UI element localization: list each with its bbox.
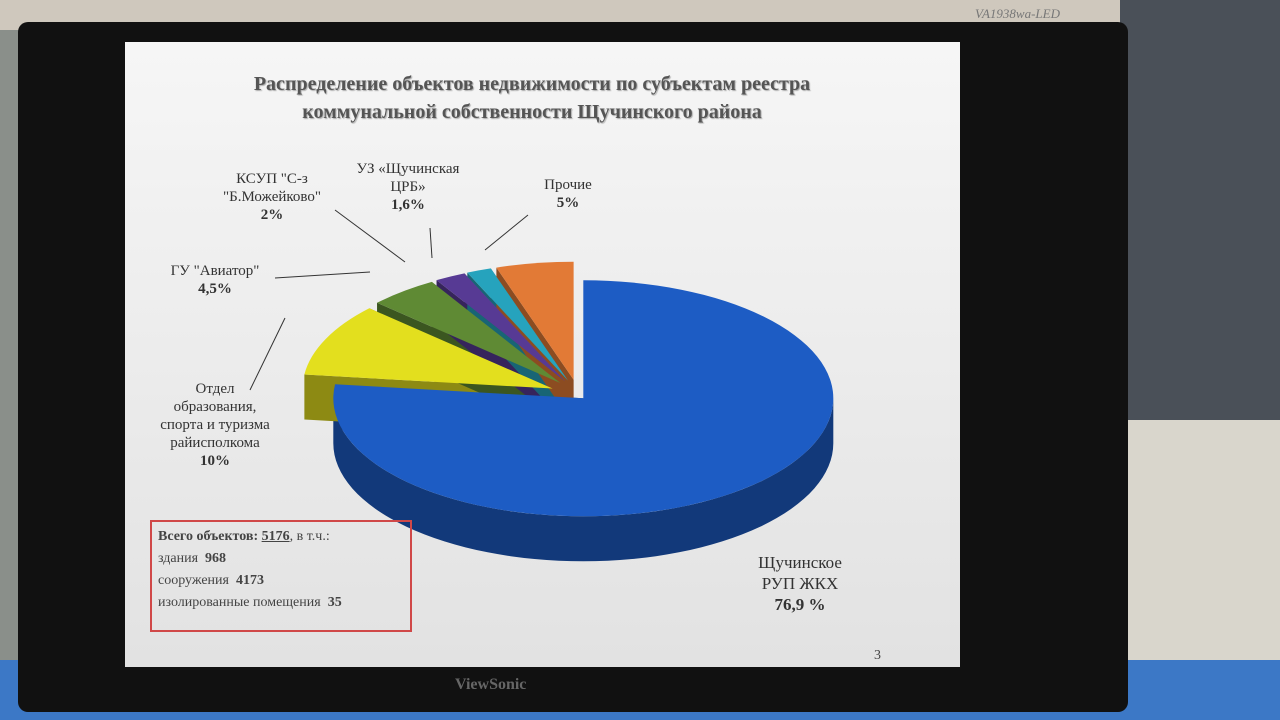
slice-label: Щучинское РУП ЖКХ 76,9 % <box>758 552 842 615</box>
chart-title: Распределение объектов недвижимости по с… <box>253 73 811 123</box>
slice-name: КСУП "С-з "Б.Можейково" <box>222 171 322 205</box>
summary-item-label: здания <box>158 551 199 566</box>
slice-value-label: 2% <box>260 207 284 223</box>
summary-total-suffix: , в т.ч.: <box>289 529 330 544</box>
slice-name: Отдел образования, спорта и туризма райи… <box>160 381 270 451</box>
summary-item-value: 4173 <box>235 573 264 588</box>
leader-line <box>429 227 433 259</box>
leader-line <box>249 317 286 391</box>
leader-line <box>334 209 406 263</box>
summary-box: Всего объектов: 5176, в т.ч.: здания 968… <box>150 520 412 632</box>
summary-item: здания 968 <box>158 548 404 570</box>
summary-total: Всего объектов: 5176, в т.ч.: <box>158 526 404 548</box>
slice-value-label: 76,9 % <box>774 595 826 614</box>
slice-name: Щучинское РУП ЖКХ <box>758 553 842 593</box>
slice-label: Прочие 5% <box>544 176 592 212</box>
slice-name: ГУ "Авиатор" <box>170 263 260 279</box>
slice <box>304 308 553 389</box>
summary-item: изолированные помещения 35 <box>158 592 404 614</box>
summary-total-label: Всего объектов: <box>158 529 259 544</box>
slice-value-label: 10% <box>200 453 230 469</box>
summary-item: сооружения 4173 <box>158 570 404 592</box>
slice <box>467 268 569 381</box>
leader-line <box>484 214 529 251</box>
slice-name: Прочие <box>544 177 592 193</box>
slice-label: КСУП "С-з "Б.Можейково" 2% <box>223 170 321 224</box>
slice-tops <box>304 261 834 517</box>
slice-value-label: 5% <box>556 195 580 211</box>
slice <box>377 281 561 384</box>
background-person <box>1120 0 1280 430</box>
slice-label: ГУ "Авиатор" 4,5% <box>171 262 260 298</box>
slice-value-label: 1,6% <box>391 197 425 213</box>
slice <box>333 280 834 517</box>
monitor-brand: ViewSonic <box>455 676 527 693</box>
summary-item-label: сооружения <box>158 573 229 588</box>
slice-label: Отдел образования, спорта и туризма райи… <box>160 380 270 470</box>
leader-line <box>274 271 371 279</box>
monitor-model: VA1938wa-LED <box>975 6 1060 21</box>
slice-value-label: 4,5% <box>198 281 232 297</box>
slide-number: 3 <box>874 648 881 663</box>
summary-item-value: 968 <box>205 551 227 566</box>
slice-side <box>333 398 834 562</box>
summary-item-value: 35 <box>327 595 342 610</box>
slice-label: УЗ «Щучинская ЦРБ» 1,6% <box>357 160 460 214</box>
slice <box>436 273 566 382</box>
summary-item-label: изолированные помещения <box>158 595 321 610</box>
summary-total-value: 5176 <box>261 529 290 544</box>
slice <box>496 261 574 380</box>
slice-name: УЗ «Щучинская ЦРБ» <box>356 161 460 195</box>
